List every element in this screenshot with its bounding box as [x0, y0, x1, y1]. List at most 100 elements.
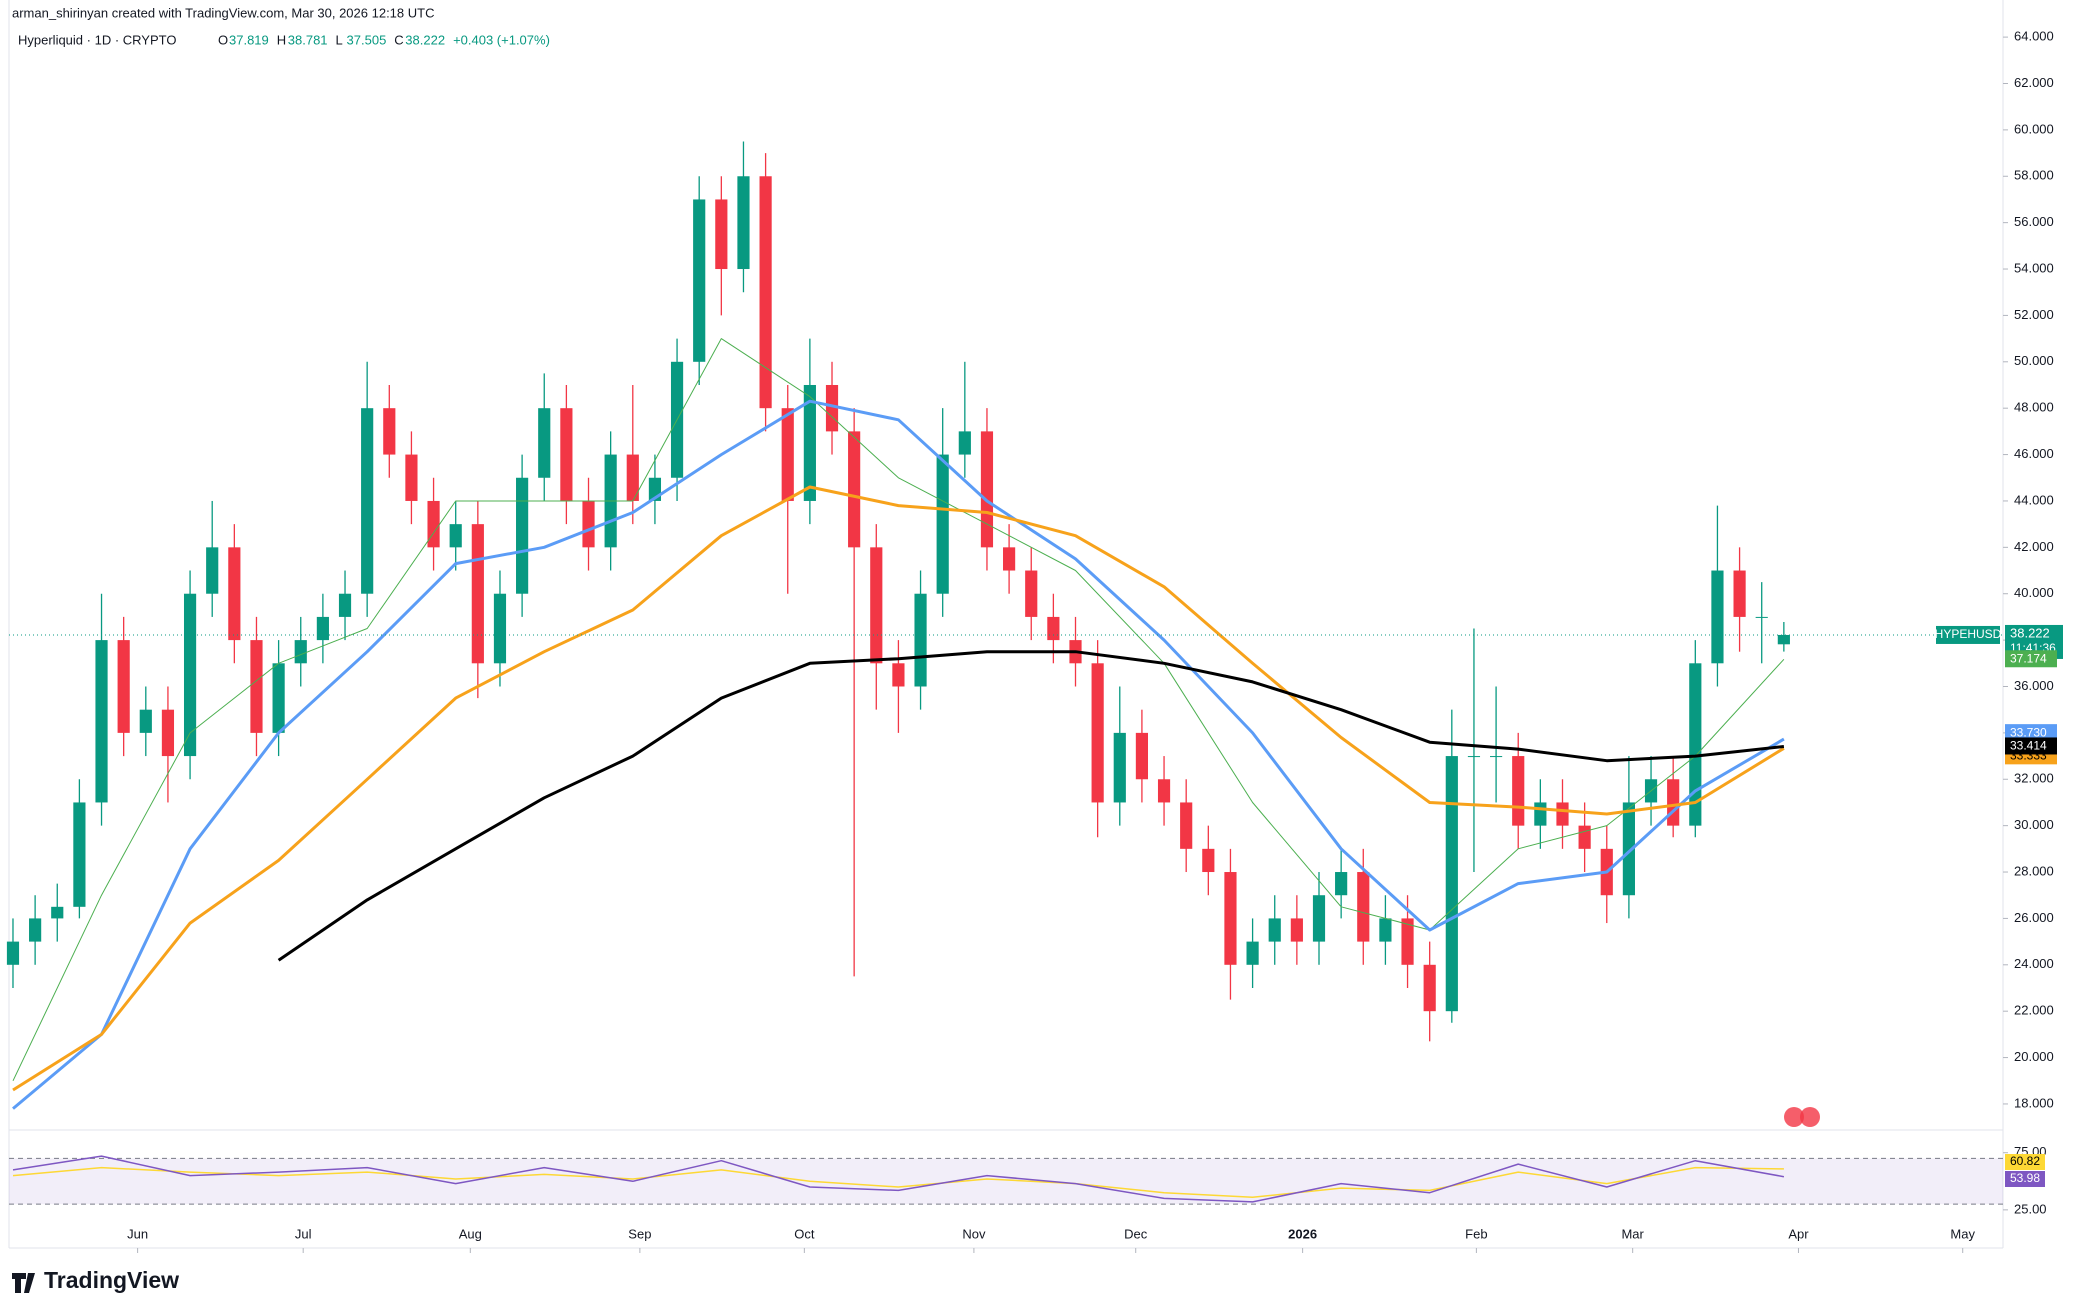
ma-line — [12, 485, 1785, 1092]
candle-body — [936, 454, 949, 594]
x-tick-label: Apr — [1788, 1226, 1809, 1241]
candle-body — [250, 640, 263, 733]
x-tick-label: Aug — [459, 1226, 482, 1241]
y-tick-label: 52.000 — [2014, 307, 2054, 322]
candle-body — [1401, 918, 1414, 965]
candle-body — [139, 709, 152, 733]
rsi-band — [9, 1158, 2003, 1205]
candle-body — [715, 199, 728, 270]
y-tick-label: 28.000 — [2014, 863, 2054, 878]
change: +0.403 (+1.07%) — [453, 32, 550, 47]
candle-body — [29, 918, 42, 942]
ma-tag — [2005, 724, 2057, 742]
candle-body — [95, 640, 108, 803]
candle-body — [848, 431, 861, 548]
candle-body — [1047, 616, 1060, 641]
candle-body — [51, 906, 64, 919]
candle-body — [1667, 779, 1680, 826]
candle-body — [759, 176, 772, 409]
y-tick-label: 20.000 — [2014, 1049, 2054, 1064]
candle-body — [1335, 872, 1348, 896]
rsi-tag-label: 53.98 — [2010, 1171, 2040, 1185]
candle-body — [361, 408, 374, 594]
symbol: Hyperliquid · 1D · CRYPTO — [18, 32, 176, 47]
candle-body — [471, 524, 484, 664]
candle-body — [294, 640, 307, 664]
y-tick-label: 32.000 — [2014, 771, 2054, 786]
y-tick-label: 50.000 — [2014, 353, 2054, 368]
ohlc-letter: C — [394, 32, 403, 47]
ma-tag-label: 33.414 — [2010, 739, 2047, 753]
candle-body — [1290, 918, 1303, 942]
ohlc-value: 37.819 — [229, 32, 269, 47]
candle-body — [1777, 634, 1790, 645]
y-tick-label: 44.000 — [2014, 492, 2054, 507]
x-tick-label: Dec — [1124, 1226, 1148, 1241]
attribution: arman_shirinyan created with TradingView… — [12, 5, 434, 20]
candle-body — [1622, 802, 1635, 896]
ma-tag-label: 37.174 — [2010, 651, 2047, 665]
candle-body — [316, 616, 329, 641]
candle-body — [737, 176, 750, 270]
candle-body — [1157, 779, 1171, 803]
candle-body — [1180, 802, 1193, 849]
rsi-tag — [2005, 1171, 2045, 1187]
ma-line — [12, 1155, 1785, 1203]
x-tick-label: 2026 — [1288, 1226, 1317, 1241]
candle-body — [117, 640, 130, 733]
candle-body — [1423, 964, 1436, 1012]
candle-body — [1224, 872, 1237, 965]
candle-body — [73, 802, 86, 907]
x-tick-label: Jul — [295, 1226, 312, 1241]
y-tick-label: 56.000 — [2014, 214, 2054, 229]
ohlc-letter: L — [336, 32, 343, 47]
y-tick-label: 54.000 — [2014, 260, 2054, 275]
y-tick-label: 24.000 — [2014, 956, 2054, 971]
candle-body — [161, 709, 175, 757]
y-tick-label: 48.000 — [2014, 400, 2054, 415]
y-tick-label: 30.000 — [2014, 817, 2054, 832]
x-tick-label: Oct — [794, 1226, 815, 1241]
x-tick-label: Mar — [1621, 1226, 1644, 1241]
candle-body — [1445, 756, 1458, 1012]
candle-body — [980, 431, 994, 548]
ma-line — [12, 1166, 1784, 1199]
candle-body — [183, 593, 197, 757]
x-tick-label: Nov — [962, 1226, 986, 1241]
y-tick-label: 26.000 — [2014, 910, 2054, 925]
candle-body — [338, 593, 352, 617]
candle-body — [228, 547, 241, 641]
candle-body — [383, 408, 396, 455]
candle-body — [405, 454, 418, 501]
candle-body — [1490, 756, 1503, 758]
candle-body — [870, 547, 883, 664]
candle-body — [449, 524, 462, 548]
candle-body — [1312, 895, 1326, 942]
candle-body — [1025, 570, 1038, 617]
candle-body — [516, 477, 529, 594]
candle-body — [538, 408, 551, 478]
y-tick-label: 22.000 — [2014, 1003, 2054, 1018]
candle-body — [1091, 663, 1104, 803]
y-tick-label: 64.000 — [2014, 29, 2054, 44]
candle-body — [1113, 732, 1126, 803]
y-tick-label: 40.000 — [2014, 585, 2054, 600]
x-tick-label: Sep — [628, 1226, 651, 1241]
ohlc-value: 38.781 — [288, 32, 328, 47]
y-tick-label: 36.000 — [2014, 678, 2054, 693]
flag-icons — [1784, 1107, 1820, 1127]
logo-text: TradingView — [44, 1267, 179, 1293]
ma-line — [12, 338, 1785, 1082]
candle-body — [1202, 848, 1215, 873]
candle-body — [693, 199, 706, 362]
candle-body — [1003, 547, 1016, 571]
y-tick-label: 42.000 — [2014, 539, 2054, 554]
ohlc-value: 38.222 — [405, 32, 445, 47]
candle-body — [206, 547, 219, 594]
candle-body — [582, 500, 595, 548]
x-tick-label: May — [1950, 1226, 1975, 1241]
candle-body — [1467, 756, 1481, 758]
candle-body — [1578, 825, 1591, 849]
